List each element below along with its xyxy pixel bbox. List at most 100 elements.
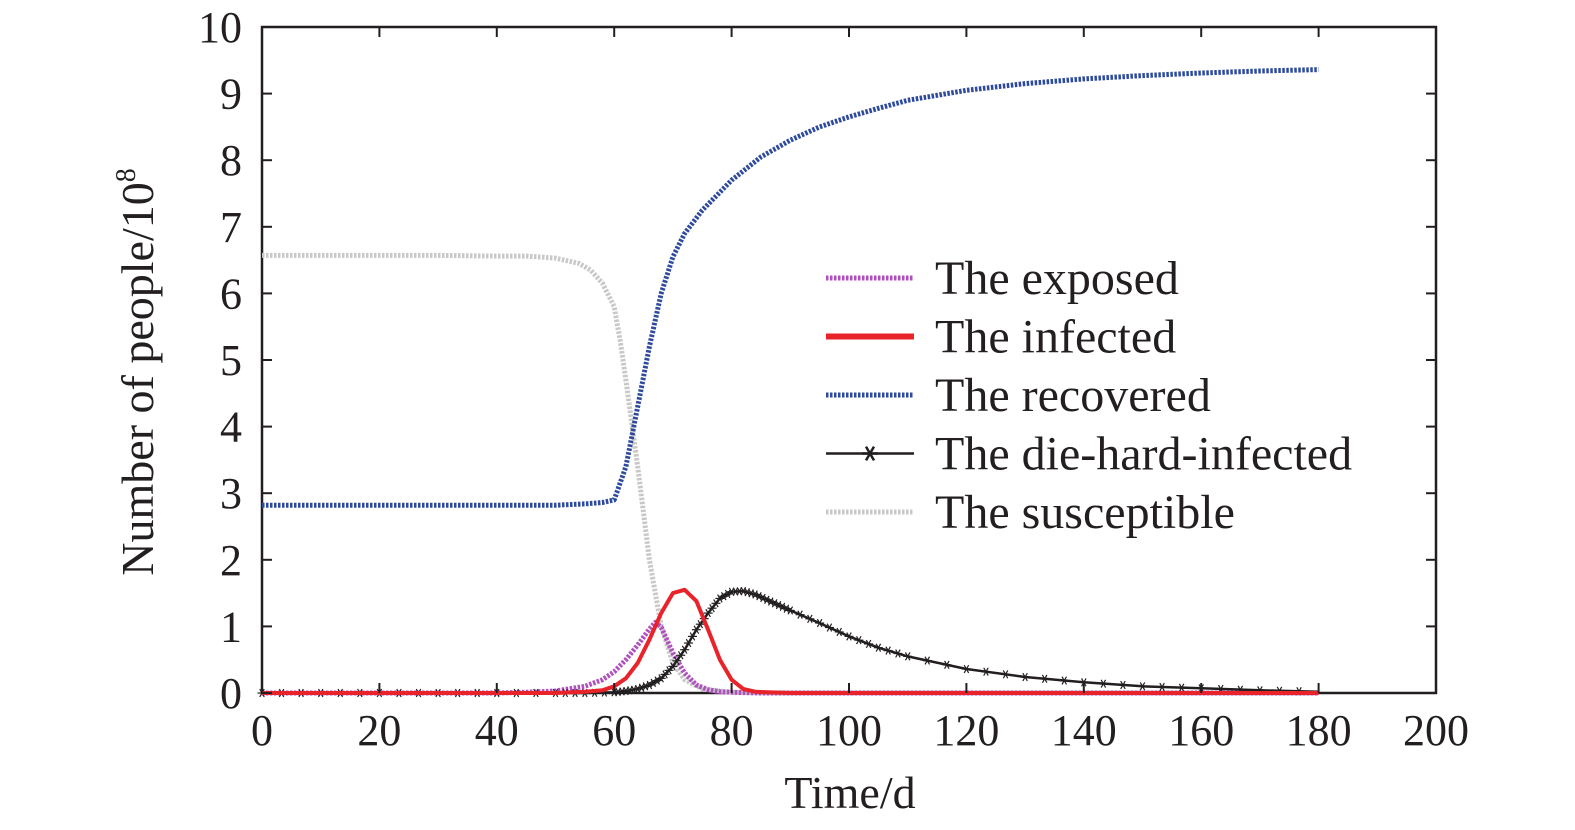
asterisk-marker	[1079, 678, 1089, 687]
asterisk-stroke	[693, 625, 700, 634]
x-tick-label: 20	[357, 706, 401, 755]
asterisk-marker	[668, 662, 678, 671]
asterisk-stroke	[705, 608, 711, 618]
legend-item-the-susceptible: The susceptible	[826, 486, 1235, 539]
asterisk-marker	[1138, 682, 1147, 691]
asterisk-stroke	[944, 660, 950, 670]
asterisk-stroke	[865, 639, 872, 649]
asterisk-stroke	[875, 643, 882, 652]
asterisk-stroke	[623, 686, 629, 696]
y-tick-label: 9	[220, 70, 242, 119]
asterisk-marker	[961, 664, 971, 674]
asterisk-marker	[805, 614, 815, 624]
asterisk-stroke	[826, 623, 833, 632]
asterisk-stroke	[1178, 683, 1185, 692]
series-line-the-exposed	[262, 619, 1319, 696]
x-tick-label: 40	[475, 706, 519, 755]
asterisk-stroke	[963, 664, 970, 674]
y-axis-title-exponent: 8	[111, 168, 142, 182]
series-line-the-die-hard-infected	[262, 589, 1319, 695]
plot-area-border	[260, 25, 1438, 695]
asterisk-marker	[893, 649, 903, 658]
series-line-the-infected	[262, 587, 1319, 695]
legend-label: The recovered	[935, 369, 1211, 422]
series-line-the-recovered	[262, 67, 1319, 508]
y-tick-label: 7	[220, 203, 242, 252]
asterisk-stroke	[924, 656, 931, 665]
asterisk-stroke	[797, 610, 803, 619]
asterisk-stroke	[752, 590, 758, 599]
asterisk-marker	[834, 627, 844, 637]
legend-item-the-infected: The infected	[826, 311, 1176, 364]
asterisk-marker	[883, 646, 893, 655]
asterisk-stroke	[685, 638, 692, 648]
asterisk-stroke	[1002, 670, 1009, 679]
asterisk-stroke	[681, 645, 688, 654]
asterisk-marker	[1177, 683, 1187, 692]
asterisk-stroke	[638, 683, 645, 692]
asterisk-marker	[711, 599, 721, 608]
asterisk-marker	[1059, 676, 1069, 685]
y-axis-title-main: Number of people/10	[112, 182, 163, 575]
asterisk-marker	[922, 656, 932, 665]
asterisk-marker	[1098, 679, 1108, 688]
asterisk-stroke	[1120, 680, 1126, 690]
y-tick-label: 3	[220, 469, 242, 518]
y-tick-label: 10	[198, 3, 242, 52]
asterisk-marker	[684, 638, 694, 648]
legend-asterisk-marker	[862, 445, 878, 462]
asterisk-stroke	[662, 670, 668, 679]
asterisk-stroke	[764, 595, 770, 604]
asterisk-marker	[815, 618, 825, 628]
legend-label: The susceptible	[935, 486, 1235, 539]
asterisk-marker	[1020, 672, 1030, 682]
asterisk-stroke	[836, 627, 842, 637]
plot-frame	[260, 25, 1438, 695]
legend-label: The die-hard-infected	[935, 428, 1352, 481]
asterisk-marker	[1118, 680, 1128, 690]
x-tick-label: 200	[1403, 706, 1469, 755]
x-tick-label: 0	[251, 706, 273, 755]
asterisk-stroke	[630, 685, 637, 694]
asterisk-stroke	[1061, 676, 1068, 685]
asterisk-stroke	[771, 599, 778, 608]
asterisk-stroke	[666, 666, 672, 675]
x-tick-label: 160	[1168, 706, 1234, 755]
asterisk-marker	[795, 610, 805, 619]
legend-item-the-recovered: The recovered	[826, 369, 1211, 422]
asterisk-marker	[903, 652, 913, 661]
y-tick-label: 4	[220, 403, 242, 452]
asterisk-stroke	[846, 632, 852, 641]
x-axis-title: Time/d	[784, 767, 915, 818]
asterisk-stroke	[856, 635, 862, 645]
asterisk-marker	[691, 625, 701, 634]
y-tick-label: 0	[220, 669, 242, 718]
asterisk-stroke	[634, 684, 641, 694]
legend-item-the-exposed: The exposed	[826, 252, 1179, 305]
y-tick-label: 6	[220, 269, 242, 318]
asterisk-marker	[1157, 682, 1167, 692]
asterisk-stroke	[658, 674, 664, 683]
asterisk-stroke	[816, 618, 823, 628]
asterisk-marker	[942, 660, 952, 670]
asterisk-stroke	[779, 602, 786, 612]
asterisk-marker	[1040, 674, 1050, 683]
asterisk-stroke	[1081, 678, 1087, 687]
asterisk-marker	[695, 619, 705, 629]
asterisk-stroke	[760, 593, 766, 603]
asterisk-stroke	[1041, 674, 1048, 683]
asterisk-stroke	[1139, 682, 1146, 691]
asterisk-stroke	[864, 445, 876, 462]
asterisk-stroke	[1022, 672, 1028, 682]
asterisk-marker	[707, 603, 717, 613]
asterisk-stroke	[767, 597, 774, 606]
y-tick-label: 8	[220, 136, 242, 185]
x-tick-label: 100	[816, 706, 882, 755]
x-tick-label: 80	[710, 706, 754, 755]
legend-label: The exposed	[935, 252, 1179, 305]
asterisk-stroke	[697, 619, 704, 629]
asterisk-marker	[672, 656, 682, 666]
asterisk-marker	[824, 623, 834, 632]
